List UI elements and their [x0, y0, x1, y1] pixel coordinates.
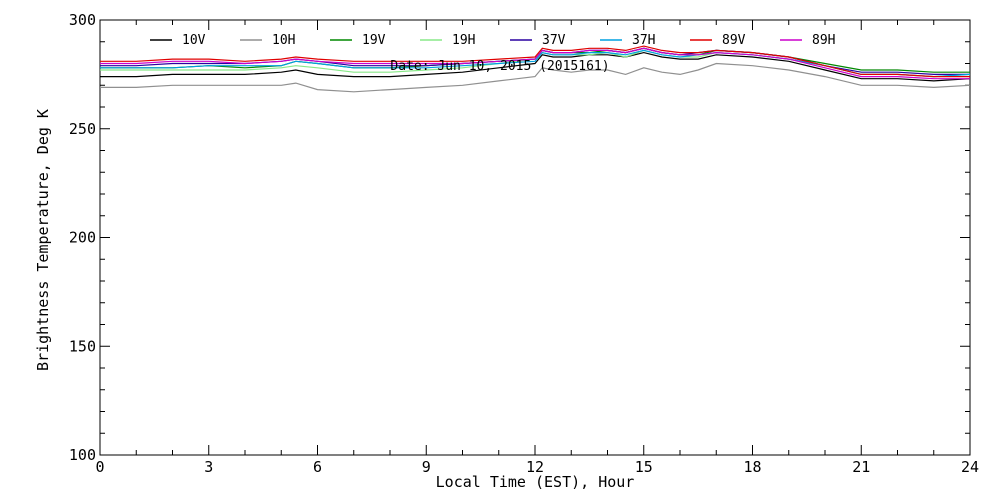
y-tick-label: 150 — [69, 337, 96, 355]
series-line-89h — [100, 47, 970, 80]
x-tick-label: 3 — [204, 458, 213, 476]
legend-label-37h: 37H — [632, 33, 655, 48]
x-tick-label: 21 — [852, 458, 870, 476]
axis-tick-labels: 0 3 6 9 12 15 18 21 24 100 150 200 250 300 — [69, 11, 979, 476]
y-tick-label: 100 — [69, 446, 96, 464]
x-tick-label: 6 — [313, 458, 322, 476]
series-line-10h — [100, 62, 971, 93]
x-tick-label: 12 — [526, 458, 544, 476]
y-axis-label: Brightness Temperature, Deg K — [34, 109, 52, 371]
x-tick-label: 9 — [422, 458, 431, 476]
legend-label-10h: 10H — [272, 33, 295, 48]
x-tick-label: 18 — [743, 458, 761, 476]
y-tick-label: 200 — [69, 229, 96, 247]
axis-ticks — [99, 19, 971, 456]
legend: 10V 10H 19V 19H 37V 37H 89V 89H — [150, 33, 835, 48]
legend-label-37v: 37V — [542, 33, 566, 48]
legend-label-89v: 89V — [722, 33, 746, 48]
series-lines — [100, 45, 971, 93]
y-tick-label: 300 — [69, 11, 96, 29]
legend-label-19h: 19H — [452, 33, 475, 48]
legend-label-89h: 89H — [812, 33, 835, 48]
x-tick-label: 24 — [961, 458, 979, 476]
series-line-89v — [100, 45, 970, 78]
x-tick-label: 15 — [635, 458, 653, 476]
series-line-10v — [100, 51, 971, 82]
y-tick-label: 250 — [69, 120, 96, 138]
legend-label-10v: 10V — [182, 33, 206, 48]
date-annotation: Date: Jun 10, 2015 (2015161) — [390, 59, 609, 74]
x-axis-label: Local Time (EST), Hour — [436, 473, 635, 491]
x-tick-label: 0 — [95, 458, 104, 476]
legend-label-19v: 19V — [362, 33, 386, 48]
